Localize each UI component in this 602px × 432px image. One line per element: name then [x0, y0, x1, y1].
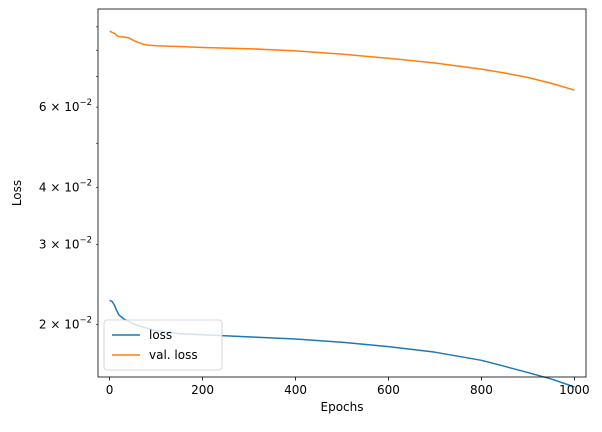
legend-label: loss	[149, 328, 172, 342]
legend-box	[103, 319, 223, 371]
x-tick-label: 600	[377, 383, 400, 397]
y-tick-label: 6 × 10−2	[39, 98, 92, 114]
y-axis: 2 × 10−2 3 × 10−2 4 × 10−2 6 × 10−2	[39, 26, 98, 332]
legend: loss val. loss	[103, 319, 223, 371]
x-tick-label: 1000	[559, 383, 590, 397]
plot-frame	[97, 8, 587, 378]
x-axis-label: Epochs	[321, 400, 364, 414]
y-tick-label: 3 × 10−2	[39, 235, 92, 251]
series-line-val-loss	[109, 30, 575, 91]
y-tick-label: 2 × 10−2	[39, 316, 92, 332]
x-tick-label: 800	[470, 383, 493, 397]
x-axis: 0 200 400 600 800 1000	[106, 377, 590, 397]
legend-label: val. loss	[149, 348, 198, 362]
y-axis-label: Loss	[10, 180, 24, 206]
y-tick-label: 4 × 10−2	[39, 178, 92, 194]
x-tick-label: 200	[191, 383, 214, 397]
x-tick-label: 0	[106, 383, 114, 397]
x-tick-label: 400	[284, 383, 307, 397]
